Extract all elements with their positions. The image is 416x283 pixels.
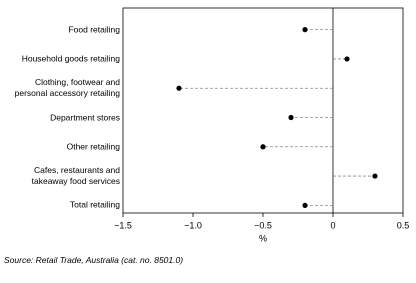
x-tick-label: 0.5	[397, 220, 410, 230]
dot	[344, 56, 350, 62]
dot	[288, 114, 294, 121]
x-tick-label: −1.0	[184, 220, 202, 230]
dot	[372, 173, 378, 179]
category-label: Food retailing	[68, 24, 120, 35]
category-label: Clothing, footwear and personal accessor…	[14, 77, 120, 99]
category-label: Cafes, restaurants and takeaway food ser…	[31, 165, 120, 187]
source-note: Source: Retail Trade, Australia (cat. no…	[4, 255, 184, 265]
x-axis-label: %	[259, 233, 267, 243]
category-label: Other retailing	[66, 141, 120, 152]
dot	[176, 85, 182, 91]
category-label: Total retailing	[69, 199, 120, 210]
category-label: Department stores	[50, 112, 120, 122]
x-tick-label: 0	[330, 220, 335, 230]
dot	[302, 27, 308, 33]
plot-frame	[122, 7, 404, 214]
category-label: Household goods retailing	[21, 53, 120, 64]
x-tick-label: −1.5	[114, 220, 132, 230]
dot	[302, 202, 308, 208]
dot	[260, 144, 266, 150]
x-tick-label: −0.5	[254, 220, 272, 230]
